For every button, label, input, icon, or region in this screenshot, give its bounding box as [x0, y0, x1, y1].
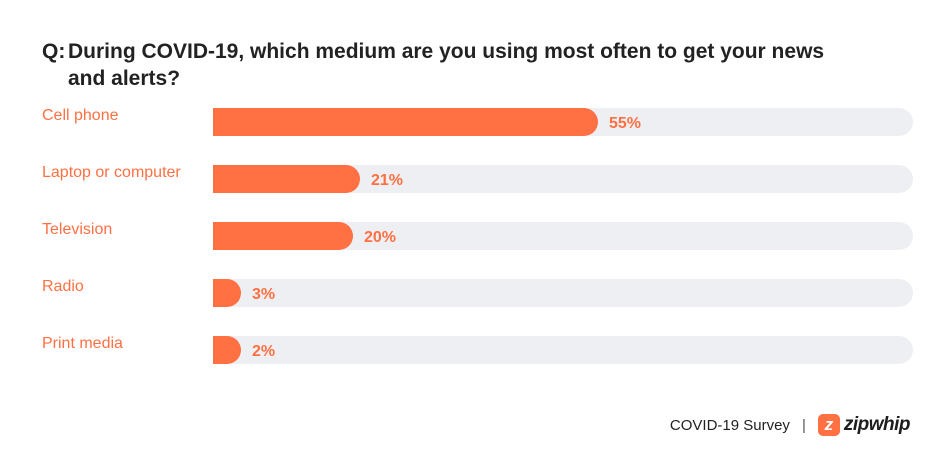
category-label-cell-phone: Cell phone	[42, 107, 119, 124]
bar-radio	[213, 279, 241, 307]
value-label-print-media: 2%	[252, 343, 275, 360]
bar-track-print-media	[213, 336, 913, 364]
category-label-laptop-or-computer: Laptop or computer	[42, 164, 181, 181]
footer: COVID-19 Survey | z zipwhip	[669, 414, 911, 436]
value-label-television: 20%	[364, 229, 396, 246]
value-label-laptop-or-computer: 21%	[371, 172, 403, 189]
chart-title: Q: During COVID-19, which medium are you …	[42, 38, 842, 92]
bar-cell-phone	[213, 108, 598, 136]
bar-chart: Cell phone 55% Laptop or computer 21% Televi…	[42, 107, 913, 364]
category-label-television: Television	[42, 221, 112, 238]
zipwhip-logo-text: zipwhip	[843, 414, 911, 435]
bar-print-media	[213, 336, 241, 364]
bar-laptop-or-computer	[213, 165, 360, 193]
bar-track-television	[213, 222, 913, 250]
footer-separator: |	[801, 416, 806, 434]
title-line-1: During COVID-19, which medium are you us…	[68, 40, 825, 63]
bar-track-laptop-or-computer	[213, 165, 913, 193]
bar-television	[213, 222, 353, 250]
value-label-cell-phone: 55%	[609, 115, 641, 132]
survey-label: COVID-19 Survey	[669, 416, 790, 434]
value-label-radio: 3%	[252, 286, 275, 303]
category-label-print-media: Print media	[42, 335, 123, 352]
zipwhip-logo: z zipwhip	[817, 414, 911, 436]
title-line-2: and alerts?	[68, 67, 181, 90]
title-prefix: Q:	[42, 40, 66, 63]
zipwhip-logo-icon: z	[817, 414, 840, 436]
bar-track-radio	[213, 279, 913, 307]
category-label-radio: Radio	[42, 278, 84, 295]
